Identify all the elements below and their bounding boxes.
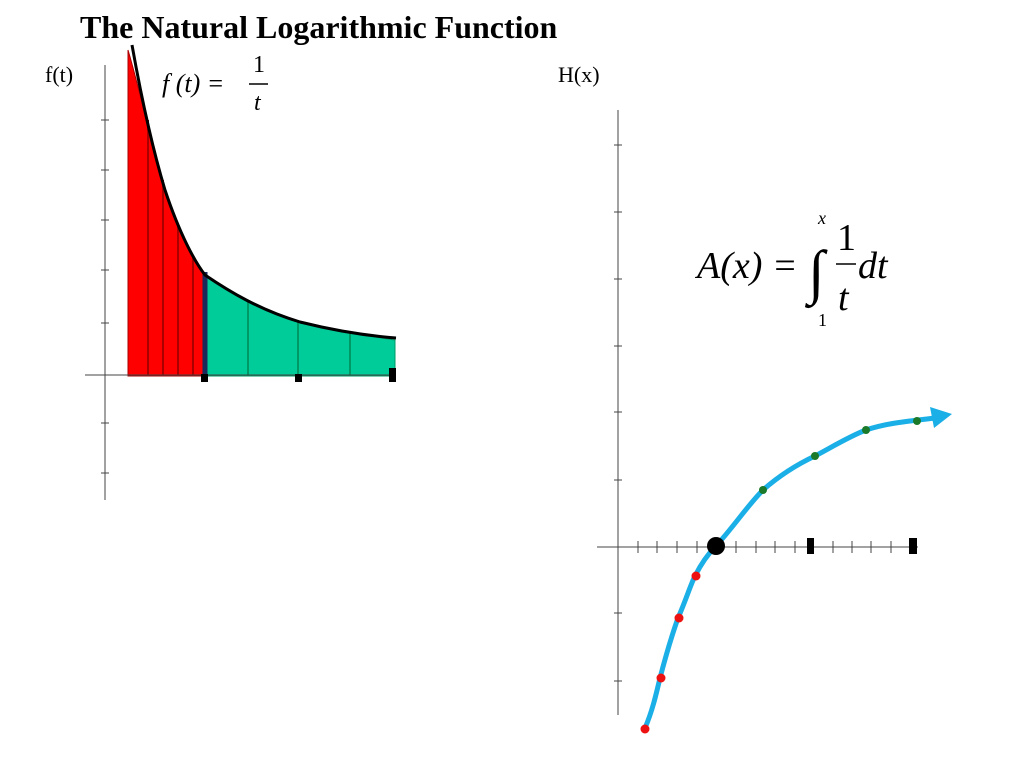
tick <box>389 368 396 382</box>
formula: f (t) = 1 t <box>162 52 268 116</box>
point <box>759 486 767 494</box>
arrowhead <box>930 407 952 428</box>
point <box>811 452 819 460</box>
tick <box>295 374 302 382</box>
point <box>656 673 666 683</box>
formula-suffix: dt <box>858 245 889 287</box>
point <box>674 613 684 623</box>
formula-lhs: A(x) = <box>694 245 798 287</box>
point <box>913 417 921 425</box>
integral: ∫ <box>805 239 828 309</box>
formula-lhs: f (t) = <box>162 69 224 98</box>
tick <box>201 374 208 382</box>
point <box>707 537 725 555</box>
area-green <box>204 274 396 377</box>
tick <box>807 538 814 554</box>
tick <box>637 541 892 553</box>
curve <box>130 44 397 340</box>
tick <box>909 538 917 554</box>
curve <box>642 415 938 731</box>
numerator: 1 <box>253 52 265 78</box>
title: The Natural Logarithmic Function <box>80 9 558 45</box>
point <box>862 426 870 434</box>
right-graph <box>597 110 952 734</box>
axis-label: H(x) <box>558 62 600 87</box>
upper-limit: x <box>817 208 826 228</box>
denominator: t <box>254 90 262 116</box>
denominator: t <box>838 277 850 319</box>
numerator: 1 <box>837 217 856 259</box>
axis-label: f(t) <box>45 62 73 87</box>
left-graph <box>85 44 397 500</box>
point <box>691 571 701 581</box>
point <box>640 724 650 734</box>
formula: A(x) = ∫ x 1 1 t dt <box>694 208 889 330</box>
lower-limit: 1 <box>818 310 827 330</box>
